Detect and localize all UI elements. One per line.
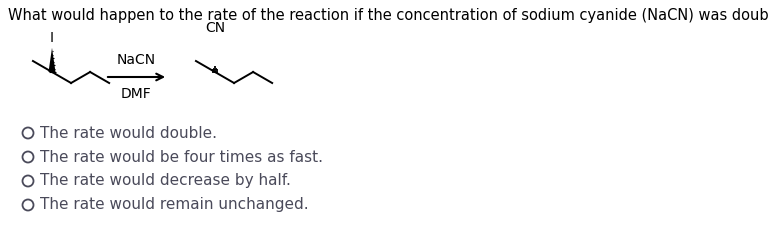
- Text: The rate would decrease by half.: The rate would decrease by half.: [39, 174, 290, 189]
- Text: CN: CN: [205, 21, 225, 35]
- Text: The rate would remain unchanged.: The rate would remain unchanged.: [39, 197, 308, 212]
- Polygon shape: [48, 48, 55, 72]
- Text: DMF: DMF: [121, 87, 152, 101]
- Text: I: I: [50, 31, 54, 45]
- Text: The rate would be four times as fast.: The rate would be four times as fast.: [39, 150, 323, 164]
- Text: The rate would double.: The rate would double.: [39, 125, 217, 141]
- Text: NaCN: NaCN: [117, 53, 156, 67]
- Text: What would happen to the rate of the reaction if the concentration of sodium cya: What would happen to the rate of the rea…: [8, 8, 768, 23]
